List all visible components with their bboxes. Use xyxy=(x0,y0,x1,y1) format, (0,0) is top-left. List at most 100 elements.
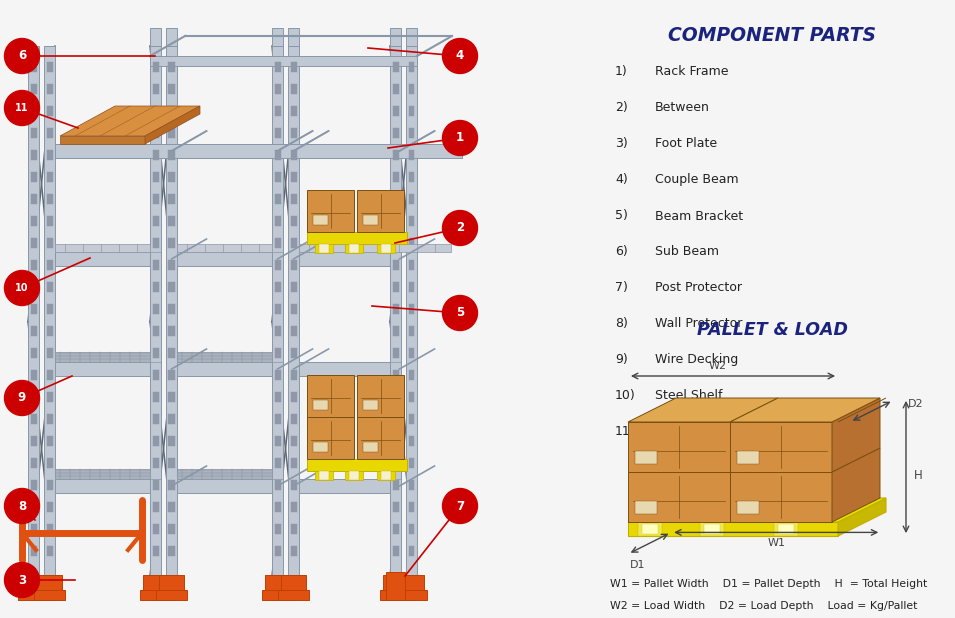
Polygon shape xyxy=(168,62,175,72)
Polygon shape xyxy=(409,502,414,512)
Polygon shape xyxy=(780,430,802,442)
Polygon shape xyxy=(299,252,390,266)
Text: Between: Between xyxy=(655,101,710,114)
Polygon shape xyxy=(628,498,886,522)
Polygon shape xyxy=(383,575,408,592)
Text: W1 = Pallet Width    D1 = Pallet Depth    H  = Total Height: W1 = Pallet Width D1 = Pallet Depth H = … xyxy=(610,579,927,589)
Polygon shape xyxy=(307,459,407,471)
Polygon shape xyxy=(274,436,281,446)
Polygon shape xyxy=(168,502,175,512)
Polygon shape xyxy=(409,194,414,204)
Polygon shape xyxy=(274,348,281,358)
Polygon shape xyxy=(409,260,414,270)
Text: 3): 3) xyxy=(615,137,627,151)
Polygon shape xyxy=(47,326,53,336)
Text: W2 = Load Width    D2 = Load Depth    Load = Kg/Pallet: W2 = Load Width D2 = Load Depth Load = K… xyxy=(610,601,918,611)
Polygon shape xyxy=(47,238,53,248)
Polygon shape xyxy=(638,522,662,536)
Polygon shape xyxy=(31,304,36,314)
Polygon shape xyxy=(168,238,175,248)
Polygon shape xyxy=(778,524,794,534)
Polygon shape xyxy=(704,524,720,534)
Polygon shape xyxy=(381,471,391,480)
Text: 11: 11 xyxy=(15,103,29,113)
Polygon shape xyxy=(393,172,398,182)
Polygon shape xyxy=(143,575,168,592)
Polygon shape xyxy=(290,370,296,380)
Polygon shape xyxy=(290,216,296,226)
Polygon shape xyxy=(55,252,150,266)
Polygon shape xyxy=(409,128,414,138)
Text: PALLET & LOAD: PALLET & LOAD xyxy=(696,321,847,339)
Polygon shape xyxy=(274,172,281,182)
Polygon shape xyxy=(628,422,730,472)
Polygon shape xyxy=(274,282,281,292)
Polygon shape xyxy=(274,150,281,160)
Polygon shape xyxy=(409,216,414,226)
Polygon shape xyxy=(274,414,281,424)
Polygon shape xyxy=(262,590,293,600)
Polygon shape xyxy=(377,244,395,253)
Text: 6: 6 xyxy=(18,49,26,62)
Polygon shape xyxy=(150,46,161,576)
Polygon shape xyxy=(393,84,398,94)
Text: Plywood: Plywood xyxy=(655,426,707,439)
Polygon shape xyxy=(730,472,832,522)
Polygon shape xyxy=(47,194,53,204)
Polygon shape xyxy=(177,244,272,252)
Polygon shape xyxy=(409,392,414,402)
Polygon shape xyxy=(393,62,398,72)
Polygon shape xyxy=(47,62,53,72)
Polygon shape xyxy=(393,458,398,468)
Polygon shape xyxy=(168,106,175,116)
Polygon shape xyxy=(377,471,395,480)
Polygon shape xyxy=(288,28,299,46)
Polygon shape xyxy=(31,480,36,490)
Polygon shape xyxy=(409,524,414,534)
Polygon shape xyxy=(274,502,281,512)
Text: 1): 1) xyxy=(615,66,627,78)
Polygon shape xyxy=(47,436,53,446)
Text: Beam Bracket: Beam Bracket xyxy=(655,210,743,222)
Polygon shape xyxy=(153,392,159,402)
Polygon shape xyxy=(832,398,880,472)
Polygon shape xyxy=(635,451,657,464)
Polygon shape xyxy=(153,172,159,182)
Polygon shape xyxy=(393,436,398,446)
Polygon shape xyxy=(168,458,175,468)
Polygon shape xyxy=(363,215,378,225)
Polygon shape xyxy=(31,326,36,336)
Polygon shape xyxy=(315,471,333,480)
Polygon shape xyxy=(290,106,296,116)
Polygon shape xyxy=(737,501,759,514)
Polygon shape xyxy=(363,442,378,452)
Polygon shape xyxy=(393,194,398,204)
Polygon shape xyxy=(274,458,281,468)
Polygon shape xyxy=(307,375,354,417)
Polygon shape xyxy=(47,172,53,182)
Polygon shape xyxy=(780,480,802,493)
Polygon shape xyxy=(34,590,65,600)
Polygon shape xyxy=(177,144,272,158)
Circle shape xyxy=(5,381,39,415)
Polygon shape xyxy=(393,370,398,380)
Polygon shape xyxy=(628,522,838,536)
Polygon shape xyxy=(153,414,159,424)
Polygon shape xyxy=(21,575,46,592)
Polygon shape xyxy=(290,238,296,248)
Polygon shape xyxy=(678,430,700,442)
Polygon shape xyxy=(671,451,774,501)
Circle shape xyxy=(442,295,478,331)
Polygon shape xyxy=(47,216,53,226)
Text: 9): 9) xyxy=(615,353,627,366)
Circle shape xyxy=(5,271,39,305)
Text: D1: D1 xyxy=(630,560,646,570)
Polygon shape xyxy=(274,260,281,270)
Polygon shape xyxy=(393,348,398,358)
Polygon shape xyxy=(31,392,36,402)
Polygon shape xyxy=(153,216,159,226)
Polygon shape xyxy=(166,28,177,46)
Polygon shape xyxy=(406,28,417,46)
Polygon shape xyxy=(678,480,700,493)
Polygon shape xyxy=(153,304,159,314)
